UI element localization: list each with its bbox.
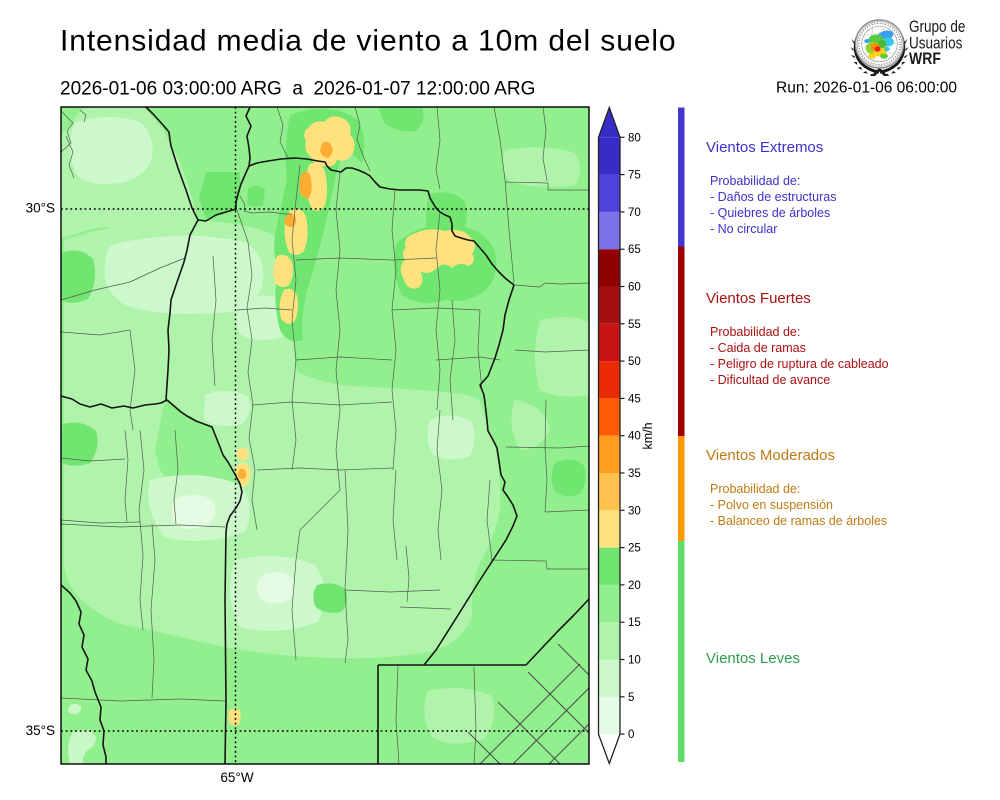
svg-text:20: 20: [628, 580, 641, 592]
svg-text:35: 35: [628, 468, 641, 480]
svg-text:- Quiebres de árboles: - Quiebres de árboles: [710, 206, 830, 220]
svg-text:10: 10: [628, 655, 641, 667]
svg-text:25: 25: [628, 543, 641, 555]
svg-text:Vientos Moderados: Vientos Moderados: [706, 447, 835, 464]
svg-text:Probabilidad de:: Probabilidad de:: [710, 482, 800, 496]
svg-text:65: 65: [628, 244, 641, 256]
svg-text:Grupo de: Grupo de: [909, 18, 965, 37]
svg-text:WRF: WRF: [909, 50, 941, 68]
svg-text:30: 30: [628, 505, 641, 517]
svg-text:Vientos Extremos: Vientos Extremos: [706, 139, 823, 156]
svg-text:0: 0: [628, 729, 634, 741]
svg-text:- Dificultad de avance: - Dificultad de avance: [710, 373, 830, 387]
svg-text:- Daños de estructuras: - Daños de estructuras: [710, 190, 836, 204]
svg-text:15: 15: [628, 617, 641, 629]
svg-text:75: 75: [628, 170, 641, 182]
svg-text:5: 5: [628, 692, 634, 704]
svg-text:- Caida de ramas: - Caida de ramas: [710, 341, 806, 355]
svg-text:Usuarios: Usuarios: [909, 34, 962, 53]
svg-text:2026-01-06 03:00:00 ARG a 20: 2026-01-06 03:00:00 ARG a 2026-01-07 12:…: [60, 79, 535, 100]
svg-text:Run: 2026-01-06 06:00:00: Run: 2026-01-06 06:00:00: [776, 80, 957, 97]
svg-text:40: 40: [628, 431, 641, 443]
svg-text:- No circular: - No circular: [710, 222, 777, 236]
svg-text:35°S: 35°S: [26, 723, 55, 738]
svg-text:Vientos Fuertes: Vientos Fuertes: [706, 290, 811, 307]
svg-text:- Polvo en suspensión: - Polvo en suspensión: [710, 498, 833, 512]
svg-text:45: 45: [628, 393, 641, 405]
svg-text:65°W: 65°W: [220, 770, 253, 785]
svg-text:80: 80: [628, 132, 641, 144]
svg-text:60: 60: [628, 282, 641, 294]
svg-text:Intensidad media de viento a 1: Intensidad media de viento a 10m del sue…: [60, 25, 677, 58]
svg-text:30°S: 30°S: [26, 201, 55, 216]
svg-text:- Balanceo de ramas de árboles: - Balanceo de ramas de árboles: [710, 514, 887, 528]
svg-text:- Peligro de ruptura de cablea: - Peligro de ruptura de cableado: [710, 357, 889, 371]
svg-text:55: 55: [628, 319, 641, 331]
svg-text:Probabilidad de:: Probabilidad de:: [710, 174, 800, 188]
svg-text:km/h: km/h: [641, 422, 655, 449]
svg-text:Probabilidad de:: Probabilidad de:: [710, 325, 800, 339]
svg-text:Vientos Leves: Vientos Leves: [706, 650, 800, 667]
svg-text:70: 70: [628, 207, 641, 219]
svg-text:50: 50: [628, 356, 641, 368]
